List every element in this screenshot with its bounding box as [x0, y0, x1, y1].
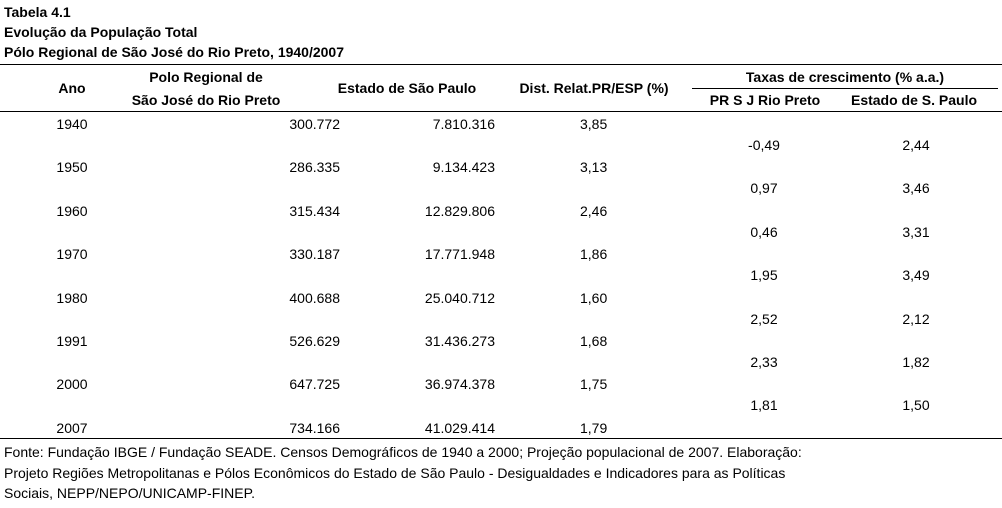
title-line: Pólo Regional de São José do Rio Preto, … — [4, 44, 344, 60]
cell-rate: 1,95 — [750, 267, 778, 284]
cell-rate: 0,46 — [750, 223, 778, 240]
cell-value: 25.040.712 — [424, 289, 495, 306]
cell-value: 12.829.806 — [424, 202, 495, 219]
source-line: Fonte: Fundação IBGE / Fundação SEADE. C… — [4, 444, 802, 460]
cell-value: 31.436.273 — [424, 333, 495, 349]
cell-rate: 1,81 — [750, 397, 778, 414]
cell-year: 1980 — [56, 289, 88, 306]
cell-value: 400.688 — [289, 289, 340, 306]
cell-value: 3,13 — [580, 159, 608, 176]
cell-value: 1,60 — [580, 289, 608, 306]
cell-rate: 3,46 — [902, 180, 930, 197]
cell-rate: 2,52 — [750, 310, 778, 327]
cell-rate: 3,31 — [902, 223, 930, 240]
source-line: Sociais, NEPP/NEPO/UNICAMP-FINEP. — [4, 485, 256, 501]
cell-rate: 3,49 — [902, 267, 930, 284]
cell-rate: 1,50 — [902, 397, 930, 414]
source-line: Projeto Regiões Metropolitanas e Pólos E… — [4, 464, 786, 481]
cell-value: 17.771.948 — [424, 246, 495, 263]
cell-year: 1970 — [56, 246, 88, 263]
cell-year: 1960 — [56, 202, 88, 219]
cell-rate: 1,82 — [902, 354, 930, 370]
cell-value: 3,85 — [580, 116, 608, 132]
column-header: Taxas de crescimento (% a.a.) — [745, 69, 945, 85]
rule — [0, 111, 1002, 112]
cell-rate: 2,33 — [750, 354, 778, 370]
rule — [0, 438, 1002, 439]
cell-value: 300.772 — [289, 116, 340, 132]
rule — [692, 88, 998, 89]
cell-value: 1,75 — [580, 376, 608, 393]
column-header: PR S J Rio Preto — [709, 92, 821, 108]
column-header: Polo Regional de — [149, 69, 263, 85]
column-header: Dist. Relat.PR/ESP (%) — [519, 80, 669, 96]
column-header: Ano — [58, 80, 86, 96]
cell-rate: 2,44 — [902, 137, 930, 153]
cell-value: 7.810.316 — [432, 116, 495, 132]
cell-value: 526.629 — [289, 333, 340, 349]
cell-value: 1,68 — [580, 333, 608, 349]
cell-year: 1940 — [56, 116, 88, 132]
column-header: Estado de S. Paulo — [850, 92, 978, 108]
cell-year: 2000 — [56, 376, 88, 393]
column-header: São José do Rio Preto — [131, 92, 281, 108]
cell-rate: 2,12 — [902, 310, 930, 327]
cell-value: 315.434 — [289, 202, 340, 219]
cell-value: 1,79 — [580, 419, 608, 436]
cell-year: 1991 — [56, 333, 88, 349]
cell-rate: 0,97 — [750, 180, 778, 197]
cell-value: 647.725 — [289, 376, 340, 393]
cell-year: 1950 — [56, 159, 88, 176]
cell-value: 286.335 — [289, 159, 340, 176]
column-header: Estado de São Paulo — [337, 80, 477, 96]
cell-value: 1,86 — [580, 246, 608, 263]
cell-value: 330.187 — [289, 246, 340, 263]
cell-value: 9.134.423 — [432, 159, 495, 176]
title-line: Evolução da População Total — [4, 24, 198, 40]
cell-rate: -0,49 — [748, 137, 780, 153]
title-line: Tabela 4.1 — [4, 4, 71, 20]
cell-value: 41.029.414 — [424, 419, 495, 436]
cell-year: 2007 — [56, 419, 88, 436]
rule — [0, 64, 1002, 65]
cell-value: 734.166 — [289, 419, 340, 436]
cell-value: 36.974.378 — [424, 376, 495, 393]
cell-value: 2,46 — [580, 202, 608, 219]
